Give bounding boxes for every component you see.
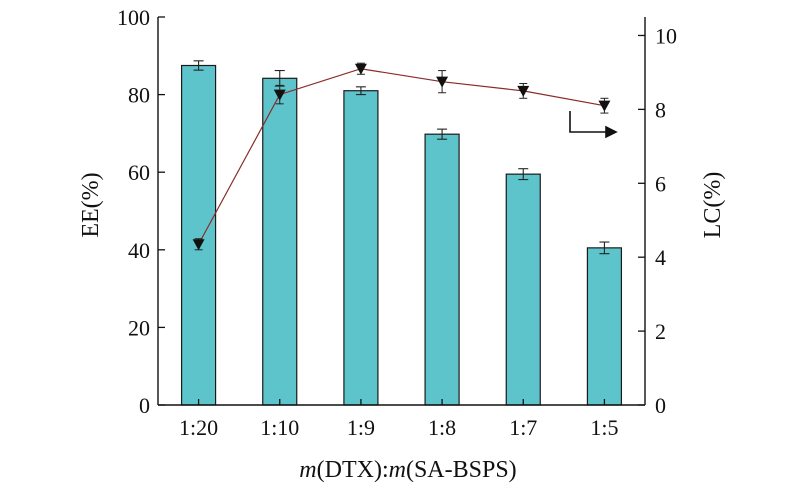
x-tick-label: 1:20 [179,415,218,440]
x-axis-label-dtx: (DTX): [317,457,389,483]
annotation-arrow-head [605,125,618,139]
lc-point [273,89,286,101]
y-left-tick-label: 0 [139,393,150,418]
lc-line-path [198,68,605,245]
lc-point [436,76,449,88]
x-tick-label: 1:7 [509,415,537,440]
x-axis-label-m1: m [299,457,316,483]
y-left-tick-label: 100 [117,5,150,30]
annotation-arrow-path [569,111,612,133]
y-left-tick-label: 80 [128,83,150,108]
x-tick-label: 1:8 [428,415,456,440]
bar-series [180,64,623,406]
x-axis-label-m2: m [389,457,406,483]
x-tick-label: 1:10 [260,415,299,440]
y-left-axis-label: EE(%) [78,172,104,237]
y-right-tick-label: 2 [655,319,666,344]
y-right-tick-label: 0 [655,393,666,418]
lc-point [598,100,611,112]
lc-point [517,85,530,97]
y-left-tick-label: 60 [128,160,150,185]
ee-bar [424,133,460,406]
ee-bar [180,64,217,406]
x-tick-label: 1:5 [590,415,618,440]
y-right-tick-label: 8 [655,97,666,122]
bar-error-bars [193,60,610,255]
left-axis-ticks: 0 20 40 60 80 100 [117,5,165,418]
lc-point [192,239,205,251]
x-tick-label: 1:9 [347,415,375,440]
axes [157,17,646,406]
lc-point [354,63,367,75]
ee-bar [505,173,541,406]
annotation-arrow [569,111,618,139]
x-axis-label: m(DTX):m(SA-BSPS) [299,457,516,483]
y-left-tick-label: 20 [128,315,150,340]
x-axis-label-sabsps: (SA-BSPS) [406,457,517,483]
y-left-tick-label: 40 [128,238,150,263]
y-right-tick-label: 6 [655,171,666,196]
y-right-axis-label: LC(%) [700,172,726,239]
x-axis-ticks: 1:20 1:10 1:9 1:8 1:7 1:5 [179,399,618,440]
ee-bar [343,90,379,406]
y-right-tick-label: 10 [655,23,677,48]
right-axis-ticks: 0 2 4 6 8 10 [638,23,677,418]
y-right-tick-label: 4 [655,245,666,270]
ee-bar [262,77,298,406]
lc-series [192,62,611,251]
ee-bar [586,247,623,406]
